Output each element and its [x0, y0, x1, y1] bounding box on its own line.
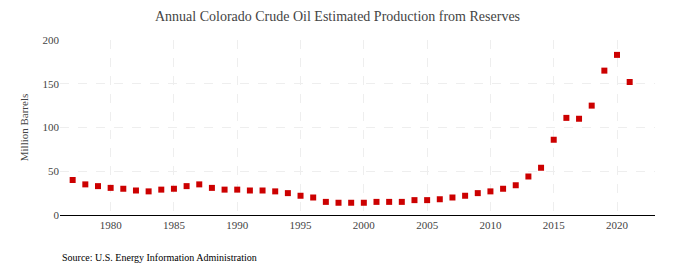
svg-text:1985: 1985: [163, 219, 186, 231]
svg-text:2005: 2005: [416, 219, 439, 231]
svg-text:150: 150: [43, 78, 60, 90]
svg-text:Annual Colorado Crude Oil Esti: Annual Colorado Crude Oil Estimated Prod…: [155, 9, 520, 24]
svg-text:100: 100: [43, 121, 60, 133]
svg-text:2015: 2015: [543, 219, 566, 231]
svg-text:Source: U.S. Energy Informatio: Source: U.S. Energy Information Administ…: [62, 252, 257, 263]
svg-text:Million Barrels: Million Barrels: [18, 94, 30, 162]
svg-text:2010: 2010: [479, 219, 502, 231]
svg-text:50: 50: [48, 165, 60, 177]
svg-text:1995: 1995: [290, 219, 313, 231]
svg-text:2020: 2020: [606, 219, 629, 231]
svg-text:200: 200: [43, 34, 60, 46]
svg-text:1990: 1990: [226, 219, 249, 231]
svg-text:1980: 1980: [100, 219, 123, 231]
svg-text:0: 0: [54, 209, 60, 221]
svg-text:2000: 2000: [353, 219, 376, 231]
